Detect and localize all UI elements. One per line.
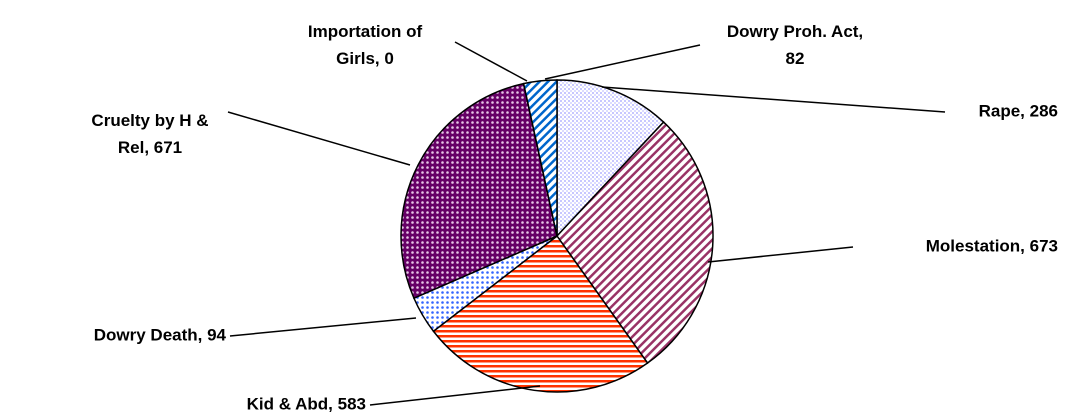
pie-slice — [400, 82, 558, 300]
pie-slice — [556, 121, 714, 365]
leader-line — [707, 246, 854, 263]
data-label: Rape, 286 — [979, 101, 1058, 120]
leader-line — [227, 111, 411, 166]
data-label: Dowry Proh. Act, 82 — [727, 22, 863, 68]
leader-line — [229, 317, 417, 337]
data-label: Cruelty by H & Rel, 671 — [91, 111, 208, 157]
data-label: Dowry Death, 94 — [94, 325, 227, 344]
leader-line — [601, 86, 946, 113]
data-label: Molestation, 673 — [926, 236, 1058, 255]
data-label: Importation of Girls, 0 — [308, 22, 423, 68]
pie-slice — [432, 234, 649, 393]
data-label: Kid & Abd, 583 — [247, 394, 366, 413]
pie-slice — [522, 79, 558, 237]
leader-line — [544, 44, 701, 80]
leader-line — [454, 41, 528, 82]
leader-line — [369, 385, 541, 406]
pie-slice — [556, 79, 665, 238]
